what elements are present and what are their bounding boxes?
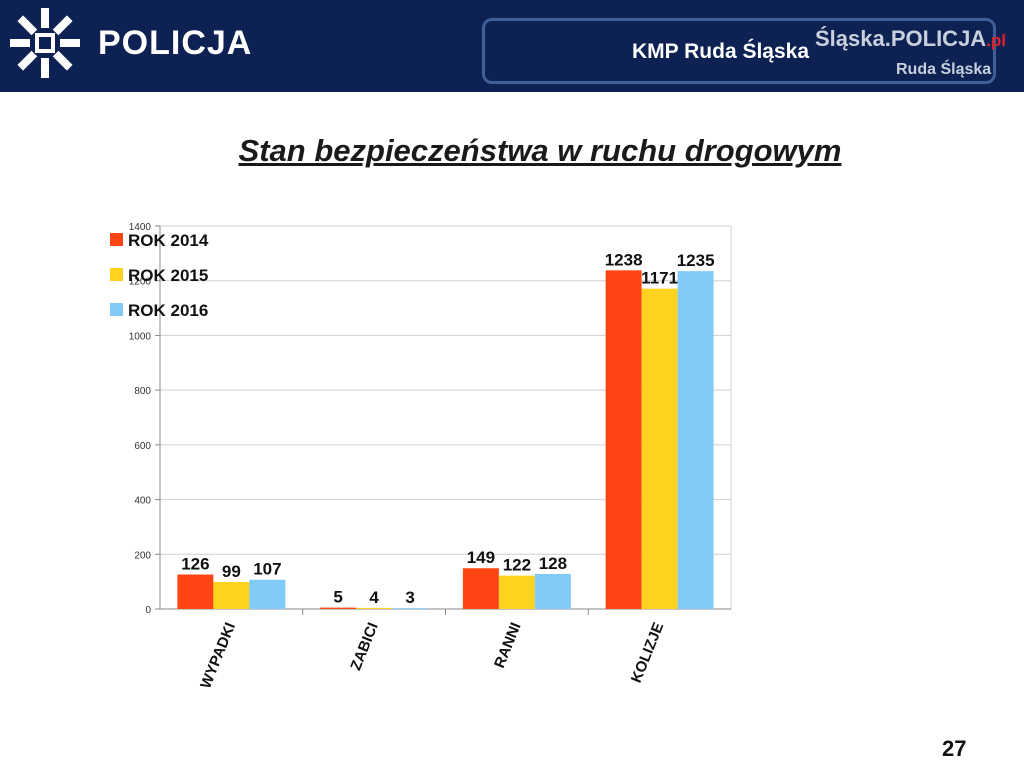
data-label: 1171 — [641, 269, 678, 288]
page-number: 27 — [942, 736, 967, 761]
slide-title: Stan bezpieczeństwa w ruchu drogowym — [238, 133, 842, 168]
y-tick-label: 200 — [134, 550, 151, 561]
legend-label: ROK 2014 — [128, 231, 209, 250]
legend-label: ROK 2016 — [128, 301, 208, 320]
data-label: 126 — [181, 555, 209, 574]
data-label: 122 — [503, 556, 531, 575]
bar — [498, 575, 535, 609]
y-tick-label: 1400 — [129, 222, 152, 233]
bar — [605, 270, 642, 609]
y-tick-label: 400 — [134, 496, 151, 507]
data-label: 149 — [467, 548, 495, 567]
data-label: 99 — [222, 562, 241, 581]
bar — [249, 579, 286, 609]
bar — [213, 581, 250, 609]
site-subtitle: Ruda Śląska — [896, 61, 992, 78]
y-tick-label: 1200 — [129, 277, 152, 288]
bar — [462, 568, 499, 609]
bar — [392, 608, 429, 609]
data-label: 128 — [539, 554, 567, 573]
data-label: 5 — [333, 588, 342, 607]
data-label: 1238 — [605, 250, 643, 269]
x-category-label: RANNI — [491, 620, 525, 670]
data-label: 1235 — [677, 251, 715, 270]
y-tick-label: 600 — [134, 441, 151, 452]
data-label: 3 — [405, 588, 414, 607]
y-tick-label: 1000 — [129, 331, 152, 342]
site-logo-text: Śląska.POLICJA.pl — [815, 26, 1006, 52]
bar — [677, 271, 714, 609]
police-star-icon — [10, 8, 80, 78]
bar — [534, 573, 571, 609]
bar — [356, 607, 393, 609]
unit-name: KMP Ruda Śląska — [632, 40, 810, 63]
bar — [320, 607, 357, 609]
legend-swatch — [110, 233, 123, 246]
unit-banner — [482, 18, 996, 84]
site-suffix: .pl — [986, 31, 1007, 50]
x-category-label: KOLIZJE — [628, 620, 667, 685]
legend-label: ROK 2015 — [128, 266, 208, 285]
legend-swatch — [110, 268, 123, 281]
site-main: Śląska.POLICJA — [815, 26, 987, 51]
bar — [177, 574, 214, 609]
y-tick-label: 800 — [134, 386, 151, 397]
legend-swatch — [110, 303, 123, 316]
x-category-label: ZABICI — [347, 620, 381, 673]
brand-name: POLICJA — [98, 24, 253, 62]
header-bar: POLICJA KMP Ruda Śląska Śląska.POLICJA.p… — [0, 0, 1024, 92]
data-label: 107 — [253, 560, 281, 579]
bar — [641, 288, 678, 609]
y-tick-label: 0 — [145, 605, 151, 616]
x-category-label: WYPADKI — [197, 620, 239, 691]
data-label: 4 — [369, 588, 379, 607]
